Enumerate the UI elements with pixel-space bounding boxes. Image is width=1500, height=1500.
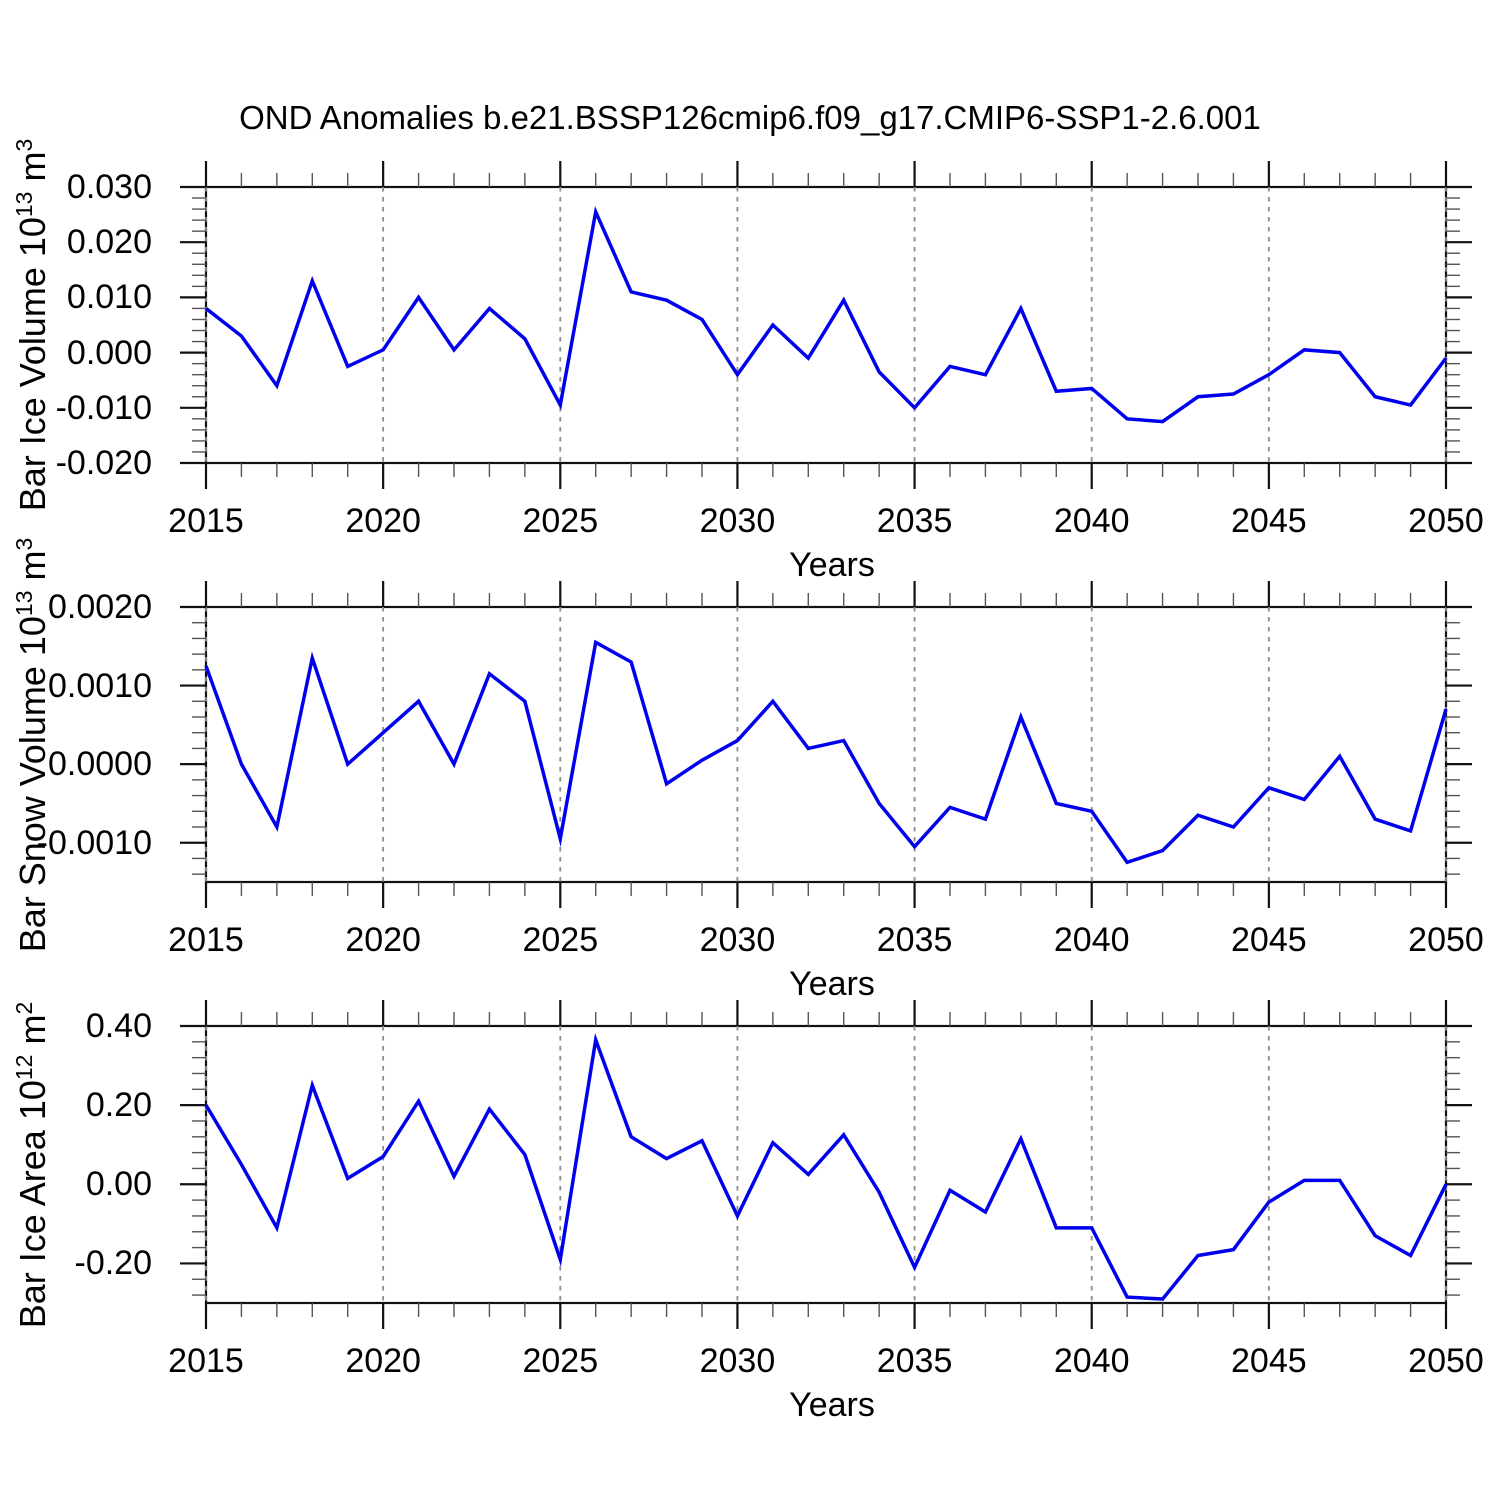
- y-tick-label: -0.0010: [36, 823, 152, 862]
- x-tick-label: 2035: [876, 1342, 953, 1380]
- data-line-bar-snow-volume: [204, 639, 1448, 865]
- x-tick-label: 2050: [1408, 1342, 1484, 1380]
- x-tick-label: 2020: [345, 921, 421, 959]
- y-tick-label: 0.0020: [48, 588, 152, 626]
- x-tick-label: 2045: [1231, 921, 1307, 959]
- x-tick-label: 2030: [699, 1342, 776, 1380]
- y-axis-title-unit-exponent: 3: [11, 138, 37, 152]
- y-axis-title-unit: m: [12, 151, 53, 192]
- x-tick-label: 2025: [522, 502, 599, 540]
- y-tick-label: 0.00: [85, 1165, 152, 1204]
- x-tick-label: 2035: [876, 921, 953, 959]
- y-axis-title-unit: m: [12, 1014, 53, 1055]
- y-axis-title-unit-exponent: 2: [11, 1001, 37, 1015]
- x-axis-title: Years: [789, 1386, 875, 1424]
- y-tick-label: 0.000: [66, 333, 152, 372]
- data-line-bar-ice-volume: [204, 205, 1448, 424]
- x-tick-label: 2035: [876, 502, 953, 540]
- y-axis-title-text: Bar Snow Volume 10: [12, 615, 53, 952]
- y-axis-title-bar-ice-volume: Bar Ice Volume 1013 m3: [11, 138, 53, 512]
- y-axis-title-text: Bar Ice Volume 10: [12, 217, 53, 512]
- plot-frame: [204, 1024, 1448, 1305]
- y-tick-label: 0.030: [66, 168, 152, 206]
- y-axis-title-bar-snow-volume: Bar Snow Volume 1013 m3: [11, 537, 53, 952]
- panel-bar-ice-volume: [180, 161, 1472, 489]
- x-tick-label: 2045: [1231, 502, 1307, 540]
- y-tick-label: 0.010: [66, 278, 152, 317]
- y-tick-label: -0.010: [55, 388, 152, 427]
- y-axis-title-text: Bar Ice Area 10: [12, 1079, 53, 1328]
- y-tick-label: -0.20: [74, 1244, 153, 1283]
- x-tick-label: 2050: [1408, 502, 1484, 540]
- x-tick-label: 2025: [522, 1342, 599, 1380]
- panel-bar-ice-area: [180, 1000, 1472, 1329]
- x-tick-label: 2015: [168, 502, 244, 540]
- x-tick-label: 2040: [1053, 921, 1130, 959]
- plot-frame: [204, 185, 1448, 465]
- y-tick-label: 0.20: [85, 1086, 152, 1125]
- x-tick-label: 2020: [345, 1342, 421, 1380]
- figure-title: OND Anomalies b.e21.BSSP126cmip6.f09_g17…: [239, 99, 1261, 136]
- x-tick-label: 2015: [168, 921, 244, 959]
- x-tick-label: 2050: [1408, 921, 1484, 959]
- panel-bar-snow-volume: [180, 581, 1472, 908]
- y-axis-title-exponent: 12: [11, 1054, 37, 1080]
- x-tick-label: 2045: [1231, 1342, 1307, 1380]
- x-tick-label: 2030: [699, 921, 776, 959]
- y-tick-label: 0.0010: [48, 666, 152, 705]
- x-tick-label: 2025: [522, 921, 599, 959]
- y-tick-label: 0.020: [66, 223, 152, 262]
- x-tick-label: 2015: [168, 1342, 244, 1380]
- y-axis-title-unit-exponent: 3: [11, 537, 37, 550]
- x-tick-label: 2040: [1053, 502, 1130, 540]
- x-axis-title: Years: [789, 965, 875, 1003]
- plot-frame: [204, 605, 1448, 884]
- x-tick-label: 2030: [699, 502, 776, 540]
- y-tick-label: 0.0000: [48, 745, 152, 784]
- y-axis-title-bar-ice-area: Bar Ice Area 1012 m2: [11, 1001, 53, 1328]
- data-line-bar-ice-area: [204, 1032, 1448, 1301]
- y-axis-title-exponent: 13: [11, 590, 37, 616]
- y-tick-label: 0.40: [85, 1007, 152, 1045]
- x-tick-label: 2040: [1053, 1342, 1130, 1380]
- x-axis-title: Years: [789, 546, 875, 584]
- x-tick-label: 2020: [345, 502, 421, 540]
- y-axis-title-exponent: 13: [11, 191, 37, 218]
- y-tick-label: -0.020: [55, 444, 152, 482]
- y-axis-title-unit: m: [12, 550, 53, 590]
